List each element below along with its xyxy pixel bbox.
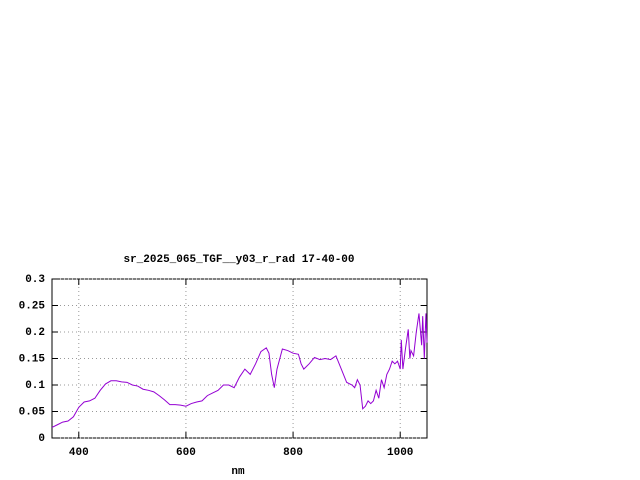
y-tick-label: 0 [38,433,45,445]
y-tick-label: 0.05 [19,406,46,418]
y-tick-label: 0.2 [25,327,45,339]
y-tick-label: 0.1 [25,380,45,392]
x-tick-label: 600 [176,447,196,459]
y-tick-label: 0.25 [19,300,46,312]
x-tick-label: 400 [69,447,89,459]
x-tick-label: 1000 [387,447,413,459]
chart-title: sr_2025_065_TGF__y03_r_rad 17-40-00 [123,254,354,266]
data-line [51,313,428,428]
y-tick-label: 0.3 [25,274,45,286]
x-tick-label: 800 [283,447,303,459]
x-axis-label: nm [231,466,245,478]
y-tick-label: 0.15 [19,353,46,365]
